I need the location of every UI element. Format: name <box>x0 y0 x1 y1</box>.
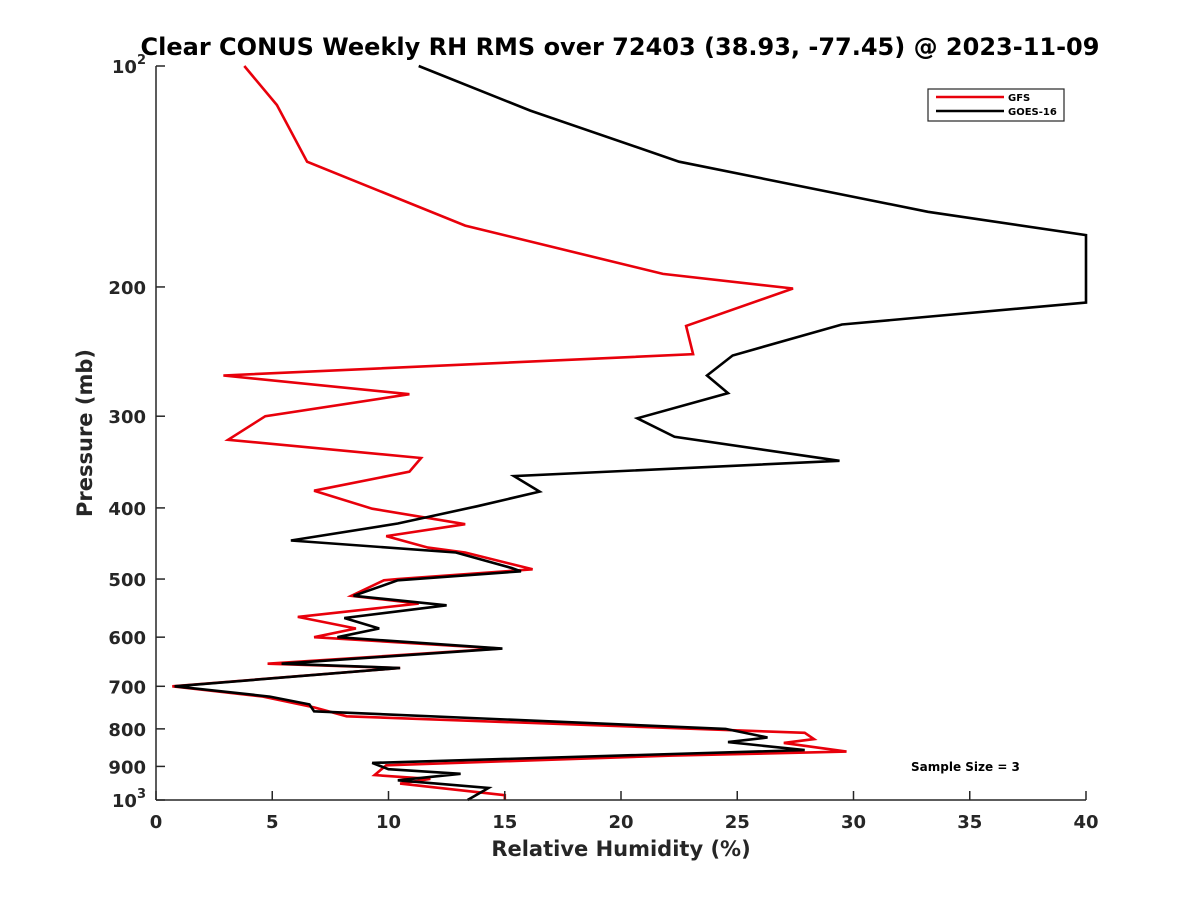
x-tick-label: 10 <box>376 812 401 833</box>
y-tick-label: 800 <box>108 720 146 741</box>
x-tick-label: 15 <box>492 812 517 833</box>
sample-size-annotation: Sample Size = 3 <box>911 760 1020 774</box>
x-tick-label: 35 <box>957 812 982 833</box>
legend: GFS GOES-16 <box>927 88 1065 122</box>
x-tick-label: 0 <box>150 812 163 833</box>
y-tick-label: 900 <box>108 757 146 778</box>
y-axis-label: Pressure (mb) <box>73 349 97 517</box>
y-tick-label: 400 <box>108 499 146 520</box>
chart-title: Clear CONUS Weekly RH RMS over 72403 (38… <box>141 33 1100 61</box>
y-tick-label: 500 <box>108 570 146 591</box>
y-tick-label: 200 <box>108 278 146 299</box>
legend-label-gfs: GFS <box>1008 93 1030 104</box>
x-tick-label: 30 <box>841 812 866 833</box>
x-axis-label: Relative Humidity (%) <box>491 837 750 861</box>
legend-label-goes16: GOES-16 <box>1008 107 1057 118</box>
y-tick-label: 102 <box>112 53 146 78</box>
x-tick-label: 25 <box>725 812 750 833</box>
plot-lines <box>172 64 1088 802</box>
series-line-gfs <box>172 65 847 800</box>
legend-box <box>927 88 1065 122</box>
y-tick-label: 103 <box>112 787 146 812</box>
y-tick-label: 300 <box>108 407 146 428</box>
x-ticks: 0 5 10 15 20 25 30 35 40 <box>150 791 1099 833</box>
series-line-goes16 <box>174 64 1088 802</box>
y-tick-label: 600 <box>108 628 146 649</box>
y-tick-label: 700 <box>108 677 146 698</box>
x-tick-label: 20 <box>608 812 633 833</box>
x-tick-label: 5 <box>266 812 279 833</box>
x-tick-label: 40 <box>1073 812 1098 833</box>
y-ticks: 102 200 300 400 500 600 700 800 900 103 <box>108 53 165 812</box>
